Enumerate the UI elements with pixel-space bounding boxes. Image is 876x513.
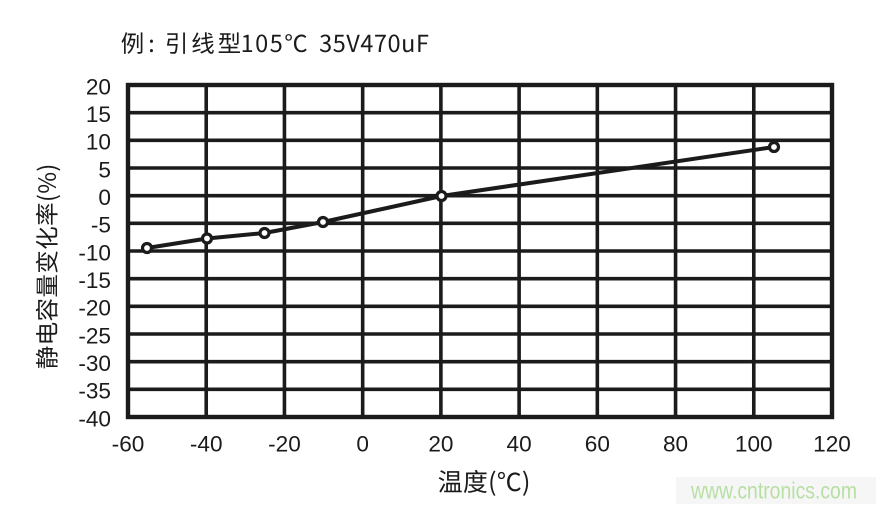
svg-text:-30: -30 [78, 351, 111, 376]
svg-text:0: 0 [98, 185, 111, 210]
svg-text:-20: -20 [268, 432, 301, 457]
svg-text:-25: -25 [78, 323, 111, 348]
svg-text:100: 100 [735, 432, 773, 457]
svg-text:www.cntronics.com: www.cntronics.com [690, 478, 857, 504]
svg-text:-5: -5 [91, 213, 111, 238]
svg-text:80: 80 [663, 432, 688, 457]
svg-text:40: 40 [507, 432, 532, 457]
svg-text:-60: -60 [112, 432, 145, 457]
svg-text:60: 60 [585, 432, 610, 457]
svg-text:-35: -35 [78, 379, 111, 404]
svg-text:-40: -40 [190, 432, 223, 457]
svg-text:-15: -15 [78, 268, 111, 293]
svg-text:20: 20 [86, 74, 111, 99]
svg-text:15: 15 [86, 102, 111, 127]
svg-text:-20: -20 [78, 296, 111, 321]
svg-text:-10: -10 [78, 240, 111, 265]
svg-text:20: 20 [428, 432, 453, 457]
svg-text:120: 120 [813, 432, 851, 457]
svg-text:5: 5 [98, 157, 111, 182]
svg-text:-40: -40 [78, 406, 111, 431]
svg-text:10: 10 [86, 130, 111, 155]
svg-text:0: 0 [356, 432, 369, 457]
